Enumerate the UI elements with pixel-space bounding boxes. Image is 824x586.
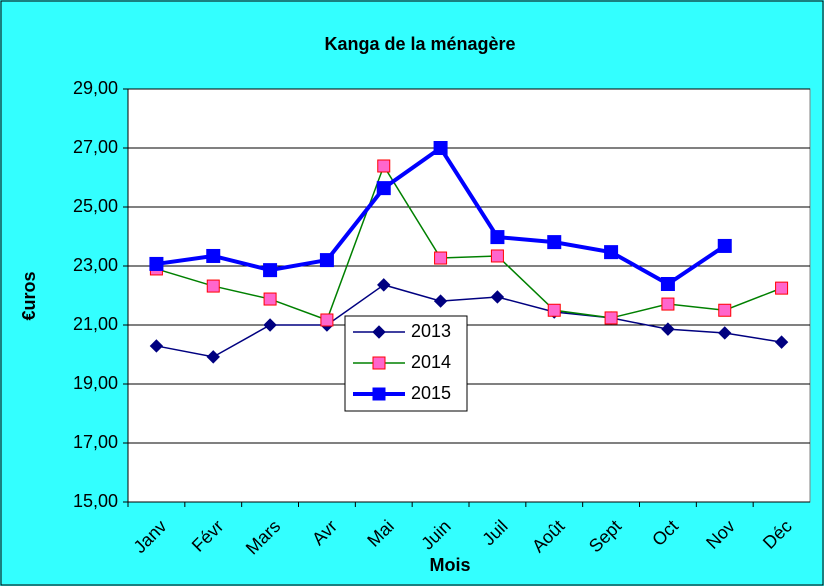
point-marker bbox=[376, 181, 391, 196]
series-line bbox=[156, 284, 782, 358]
point-marker bbox=[604, 311, 618, 325]
chart-title: Kanga de la ménagère bbox=[324, 34, 515, 54]
point-marker bbox=[718, 303, 732, 317]
point-marker bbox=[660, 276, 675, 291]
point-marker bbox=[433, 141, 448, 155]
point-marker bbox=[263, 292, 277, 306]
y-tick-label: 17,00 bbox=[73, 432, 118, 452]
point-marker bbox=[206, 279, 220, 293]
point-marker bbox=[263, 263, 278, 278]
x-axis-title: Mois bbox=[429, 555, 470, 575]
series-line bbox=[156, 164, 782, 321]
point-marker bbox=[433, 294, 448, 308]
point-marker bbox=[206, 350, 220, 364]
point-marker bbox=[320, 313, 334, 327]
point-marker bbox=[149, 339, 164, 353]
point-marker bbox=[604, 245, 619, 260]
point-marker bbox=[718, 326, 732, 340]
y-axis-title: €uros bbox=[19, 271, 39, 320]
y-tick-label: 15,00 bbox=[73, 491, 118, 511]
point-marker bbox=[775, 281, 789, 295]
plot-area bbox=[127, 88, 811, 503]
y-tick-label: 21,00 bbox=[73, 314, 118, 334]
point-marker bbox=[490, 290, 505, 304]
point-marker bbox=[774, 335, 789, 349]
point-marker bbox=[319, 253, 334, 268]
legend-marker bbox=[372, 356, 386, 370]
point-marker bbox=[661, 322, 675, 336]
y-tick-label: 23,00 bbox=[73, 255, 118, 275]
point-marker bbox=[547, 303, 561, 317]
legend-marker bbox=[372, 387, 386, 401]
legend-label: 2013 bbox=[411, 321, 451, 341]
legend-label: 2014 bbox=[411, 352, 451, 372]
point-marker bbox=[490, 230, 505, 245]
y-tick-label: 29,00 bbox=[73, 78, 118, 98]
point-marker bbox=[661, 297, 675, 311]
y-tick-label: 25,00 bbox=[73, 196, 118, 216]
point-marker bbox=[717, 238, 732, 253]
legend-marker bbox=[372, 325, 386, 339]
series bbox=[149, 159, 789, 327]
y-tick-label: 27,00 bbox=[73, 137, 118, 157]
point-marker bbox=[547, 235, 562, 250]
point-marker bbox=[434, 251, 448, 265]
legend-label: 2015 bbox=[411, 383, 451, 403]
point-marker bbox=[377, 278, 391, 292]
series bbox=[149, 141, 732, 291]
point-marker bbox=[377, 159, 391, 173]
point-marker bbox=[206, 248, 221, 263]
point-marker bbox=[490, 249, 504, 263]
point-marker bbox=[263, 318, 277, 332]
y-tick-label: 19,00 bbox=[73, 373, 118, 393]
point-marker bbox=[149, 256, 164, 271]
